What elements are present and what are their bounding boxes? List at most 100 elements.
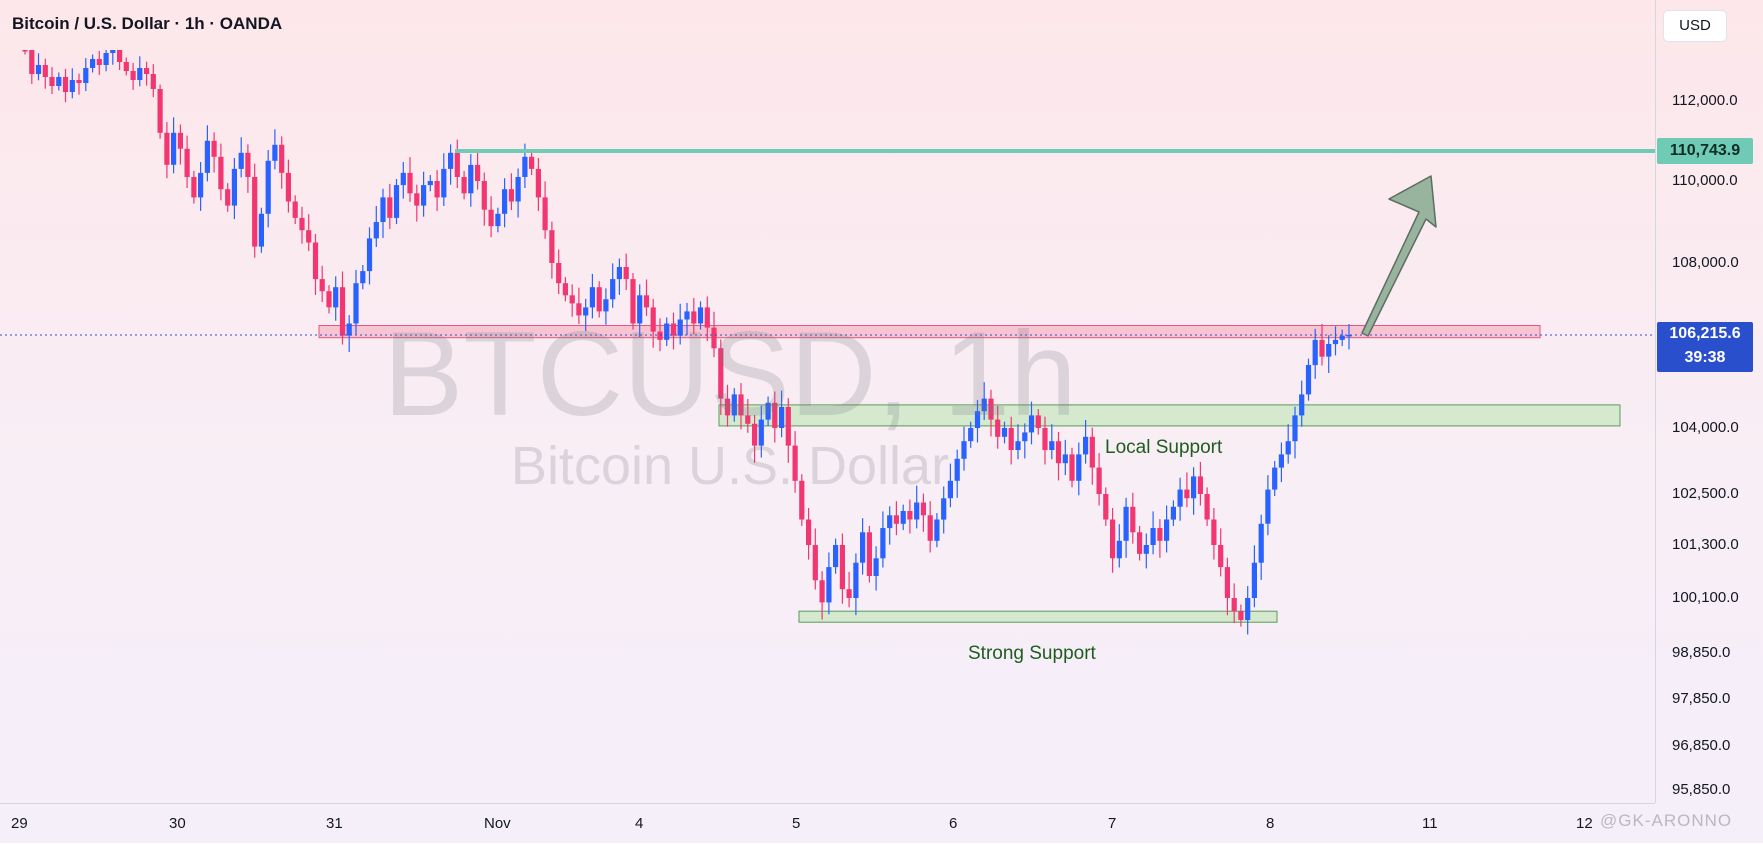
candle-body [515,177,521,202]
time-axis[interactable]: 29 30 31 Nov 4 5 6 7 8 11 12 [0,803,1655,844]
candle-body [184,148,190,177]
candle-body [745,415,751,424]
candle-body [657,331,663,340]
candle-body [718,348,724,399]
candle-body [1197,476,1203,494]
price-tick-label: 95,850.0 [1672,781,1731,798]
price-tick-label: 108,000.0 [1672,254,1739,271]
currency-button[interactable]: USD [1663,10,1727,42]
candle-body [1143,545,1149,554]
candle-body [1103,494,1109,520]
candle-body [535,168,541,198]
candle-body [502,189,508,214]
candle-body [1022,432,1028,442]
candle-body [76,80,82,83]
candle-body [198,172,204,198]
current-price-value: 106,215.6 [1669,325,1741,342]
zones-layer [318,325,1621,623]
candle-body [1055,441,1062,464]
candle-body [1096,467,1102,494]
candle-body [35,65,42,74]
candle-body [468,164,474,194]
candle-body [758,419,764,446]
candle-body [56,77,62,86]
candle-body [806,519,812,545]
candle-body [1292,415,1298,442]
forecast-arrow-icon [1361,175,1437,337]
candle-body [387,197,393,218]
candle-body [1339,335,1345,340]
candle-body [1035,415,1041,428]
candle-body [556,263,562,284]
candle-body [339,287,346,336]
candle-body [738,394,744,416]
candle-body [265,160,271,214]
candle-body [42,65,48,77]
candle-body [1204,494,1210,520]
candle-body [643,295,650,308]
candle-body [1028,415,1035,433]
price-tick-label: 101,300.0 [1672,536,1739,553]
candle-body [576,303,582,316]
candle-body [508,189,514,202]
candle-body [380,197,386,222]
candle-body [49,77,55,86]
candle-body [724,398,731,416]
candles-layer [22,50,1352,635]
candle-body [103,53,109,65]
candle-body [1191,476,1197,499]
candle-body [421,185,427,206]
candle-body [495,213,501,227]
candle-body [448,152,454,169]
candle-body [873,558,879,576]
candle-body [907,511,913,520]
candle-body [1076,454,1082,481]
candle-body [366,238,373,272]
candle-body [373,222,379,239]
candle-body [238,152,244,169]
candle-body [1332,339,1339,345]
candle-body [454,152,460,177]
price-axis[interactable]: 112,000.0 110,000.0 108,000.0 104,000.0 102,… [1655,0,1763,803]
candle-body [1224,567,1230,598]
candle-body [346,323,352,336]
candle-body [752,423,758,446]
candle-body [616,267,622,280]
candle-body [691,311,697,324]
candle-body [589,287,595,308]
price-tick-label: 98,850.0 [1672,644,1731,661]
candle-body [96,59,102,65]
candle-body [110,50,116,53]
candle-body [880,528,886,559]
time-tick-label: 4 [635,815,644,832]
candle-body [279,144,285,173]
price-tick-label: 97,850.0 [1672,690,1731,707]
candle-body [1083,436,1089,455]
candle-body [779,407,785,428]
price-chart[interactable] [0,0,1655,803]
time-tick-label: 31 [326,815,343,832]
price-tick-label: 112,000.0 [1672,92,1738,109]
candle-body [475,164,481,181]
candle-body [1346,335,1352,337]
candle-body [1170,506,1176,520]
candle-body [177,132,183,149]
candle-body [117,50,123,62]
candle-body [1312,339,1318,366]
price-tick-label: 100,100.0 [1672,589,1739,606]
candle-body [171,132,177,165]
candle-body [441,168,447,198]
resistance-zone [318,325,1541,339]
candle-body [596,287,602,312]
current-price-tag: 106,215.6 39:38 [1657,322,1753,372]
candle-body [562,283,568,296]
candle-body [839,545,845,590]
candle-body [569,295,575,304]
candle-body [583,307,589,316]
candle-body [1110,519,1116,559]
overlay-layer [0,149,1655,337]
time-tick-label: 5 [792,815,801,832]
candle-body [941,498,947,520]
candle-body [1150,528,1156,545]
